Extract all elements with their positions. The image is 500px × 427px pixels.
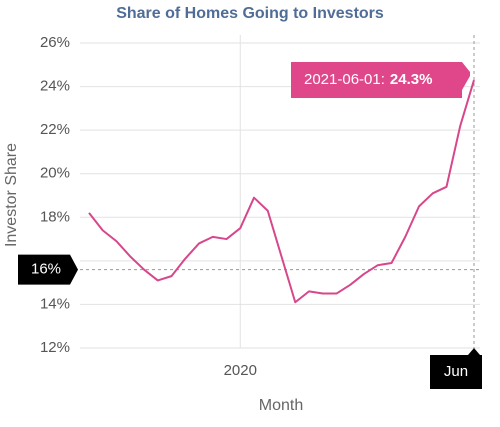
y-tick-label: 20%: [40, 165, 70, 182]
tooltip-box: [291, 62, 470, 99]
tooltip-value: 24.3%: [390, 71, 433, 88]
tooltip-date: 2021-06-01:: [304, 71, 385, 88]
y-tick-label: 12%: [40, 339, 70, 356]
x-tick-label: 2020: [224, 362, 257, 379]
y-tick-label: 24%: [40, 78, 70, 95]
y-tick-label: 22%: [40, 121, 70, 138]
y-tick-label: 18%: [40, 208, 70, 225]
tooltip-text: 2021-06-01: 24.3%: [304, 71, 432, 88]
y-tick-label: 26%: [40, 34, 70, 51]
y-tick-label: 14%: [40, 295, 70, 312]
crosshair-y-box: [18, 254, 78, 285]
crosshair-x-box: [430, 348, 482, 389]
crosshair-x-label: Jun: [444, 363, 468, 380]
chart-title: Share of Homes Going to Investors: [116, 5, 384, 22]
crosshair-y-label: 16%: [31, 261, 61, 278]
y-axis-label: Investor Share: [3, 143, 20, 247]
x-axis-label: Month: [259, 397, 303, 414]
data-line: [88, 79, 475, 304]
